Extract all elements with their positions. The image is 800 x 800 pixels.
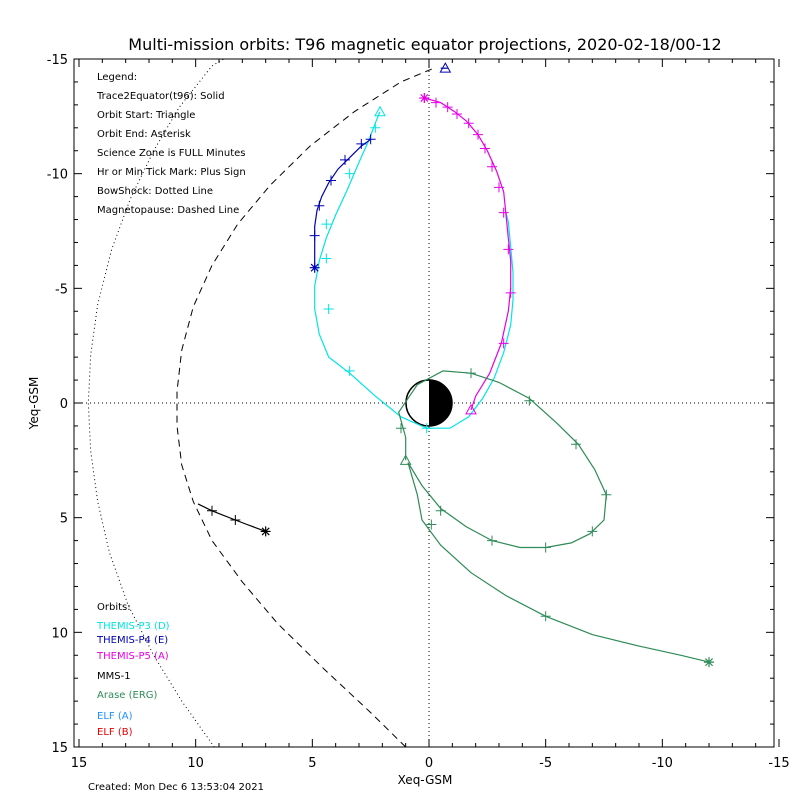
orbit-4 [396,368,714,668]
tick-mark [505,287,516,298]
tick-mark [344,168,355,179]
legend-line: Hr or Min Tick Mark: Plus Sign [97,167,246,178]
tick-mark [370,122,381,133]
tick-mark [498,338,509,349]
tick-mark [487,535,497,546]
x-axis-label: Xeq-GSM [398,773,453,787]
x-tick-label: 0 [425,756,433,771]
legend-line: Orbit Start: Triangle [97,110,195,121]
tick-mark [487,161,497,172]
tick-mark [571,439,581,450]
tick-mark [365,134,376,145]
axis-ticks: 15 10 5 0 -5 -10 -15 -15 -10 -5 0 5 10 15 [47,53,790,771]
x-tick-label: -10 [652,756,673,771]
tick-mark [466,368,476,379]
earth-night-side [429,380,452,426]
y-tick-label: 0 [60,397,68,412]
tick-mark [494,182,504,193]
tick-mark [498,207,509,218]
orbit-end-asterisk [419,92,430,103]
orbit-0 [314,105,514,434]
tick-mark [321,219,332,230]
y-tick-label: -15 [47,53,68,68]
orbit-line [197,503,266,532]
tick-mark [587,526,598,537]
tick-mark [601,489,612,500]
orbit-line [398,370,710,663]
tick-mark [540,611,551,622]
legend-line: Trace2Equator(t96): Solid [96,91,225,102]
y-tick-label: 10 [51,626,68,641]
legend-line: Science Zone is FULL Minutes [97,148,246,159]
y-tick-label: 15 [51,741,68,756]
orbits-legend-item: THEMIS-P5 (A) [96,651,169,662]
earth-icon [405,379,453,427]
magnetopause-path [176,67,434,747]
x-tick-label: 15 [71,756,88,771]
legend-line: Magnetopause: Dashed Line [97,205,239,216]
legend: Legend: Trace2Equator(t96): Solid Orbit St… [96,72,246,216]
magnetopause-line [176,67,434,747]
legend-line: BowShock: Dotted Line [97,186,213,197]
orbits-legend-item: ELF (B) [97,727,133,738]
orbit-3 [197,503,271,537]
tick-mark [356,138,367,149]
orbit-line [314,111,514,429]
orbit-series [197,62,714,668]
orbits-legend-item: THEMIS-P4 (E) [96,635,168,646]
tick-mark [344,365,355,376]
created-timestamp: Created: Mon Dec 6 13:53:04 2021 [88,782,264,793]
orbits-legend-item: THEMIS-P3 (D) [96,621,170,632]
x-tick-label: -15 [768,756,789,771]
x-tick-label: 10 [187,756,204,771]
tick-mark [452,109,462,120]
orbits-heading: Orbits: [97,602,131,613]
y-axis-label: Yeq-GSM [27,377,41,431]
tick-mark [426,519,437,530]
orbit-start-triangle [374,105,386,117]
x-tick-label: -5 [539,756,552,771]
orbit-end-asterisk [309,262,320,273]
orbits-legend-item: ELF (A) [97,711,133,722]
legend-line: Orbit End: Asterisk [97,129,191,140]
tick-mark [207,505,217,516]
tick-mark [524,395,535,406]
tick-mark [309,230,320,241]
y-tick-label: 5 [60,512,68,527]
tick-mark [435,505,446,516]
orbit-end-asterisk [260,526,271,537]
tick-mark [431,97,441,108]
tick-mark [321,253,332,264]
orbit-1 [309,62,452,273]
tick-mark [421,423,432,434]
orbit-line [424,97,512,411]
y-tick-label: -5 [55,282,68,297]
tick-mark [442,102,453,113]
tick-mark [314,200,325,211]
tick-mark [540,542,551,553]
y-tick-label: -10 [47,168,68,183]
tick-mark [473,129,483,140]
orbit-start-triangle [399,454,412,465]
tick-mark [396,423,406,434]
orbit-end-asterisk [704,657,714,668]
tick-mark [323,303,334,314]
chart-title: Multi-mission orbits: T96 magnetic equat… [128,35,721,54]
tick-mark [340,154,350,165]
tick-mark [230,514,241,525]
orbit-2 [419,92,516,415]
tick-mark [326,175,336,186]
tick-mark [503,244,514,255]
tick-mark [463,118,474,129]
legend-line: Legend: [97,72,137,83]
x-tick-label: 5 [308,756,316,771]
orbits-legend-item: MMS-1 [97,671,131,682]
orbit-start-triangle [465,403,477,415]
tick-mark [480,143,490,154]
orbits-legend-item: Arase (ERG) [97,690,158,701]
orbits-legend: Orbits: THEMIS-P3 (D) THEMIS-P4 (E) THEMIS-… [96,602,170,738]
